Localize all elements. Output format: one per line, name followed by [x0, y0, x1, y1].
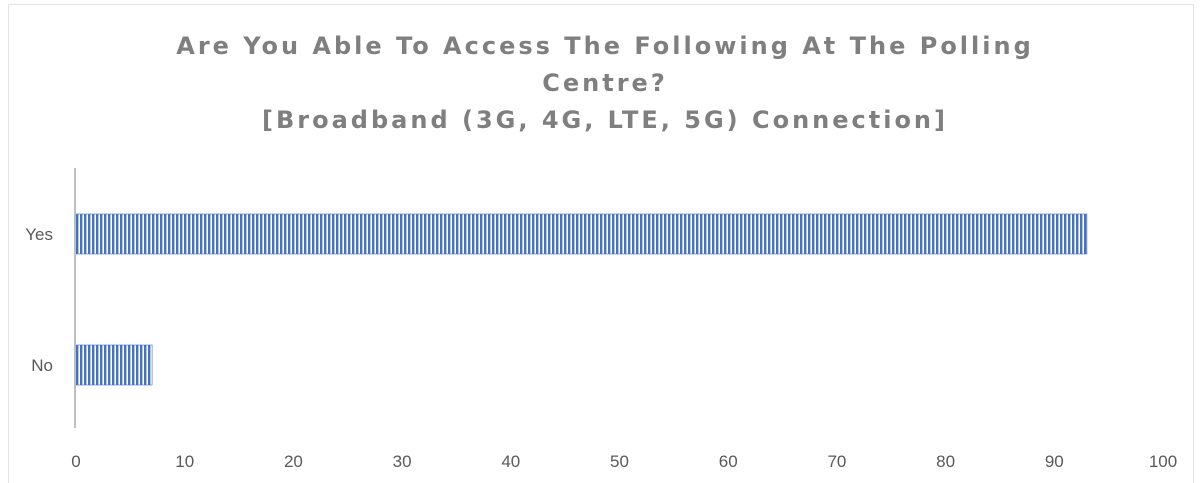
x-tick-label: 40 [501, 452, 520, 471]
category-labels: Yes No [25, 225, 53, 375]
x-tick-label: 30 [393, 452, 412, 471]
chart-title-line-2: Centre? [542, 69, 668, 97]
category-label-yes: Yes [25, 225, 53, 244]
category-label-no: No [31, 356, 53, 375]
bar-no [75, 344, 153, 386]
x-tick-label: 50 [610, 452, 629, 471]
x-tick-labels: 0 10 20 30 40 50 60 70 80 90 100 [71, 452, 1177, 471]
x-tick-label: 90 [1045, 452, 1064, 471]
chart-title-line-1: Are You Able To Access The Following At … [176, 32, 1034, 60]
x-tick-label: 70 [827, 452, 846, 471]
chart-title: Are You Able To Access The Following At … [130, 28, 1080, 139]
bar-yes [75, 213, 1088, 255]
bars-layer [75, 213, 1088, 386]
x-tick-label: 10 [175, 452, 194, 471]
x-tick-label: 80 [936, 452, 955, 471]
x-tick-label: 100 [1149, 452, 1177, 471]
x-tick-label: 0 [71, 452, 80, 471]
chart-title-line-3: [Broadband (3G, 4G, LTE, 5G) Connection] [262, 106, 948, 134]
x-tick-label: 60 [719, 452, 738, 471]
x-tick-label: 20 [284, 452, 303, 471]
